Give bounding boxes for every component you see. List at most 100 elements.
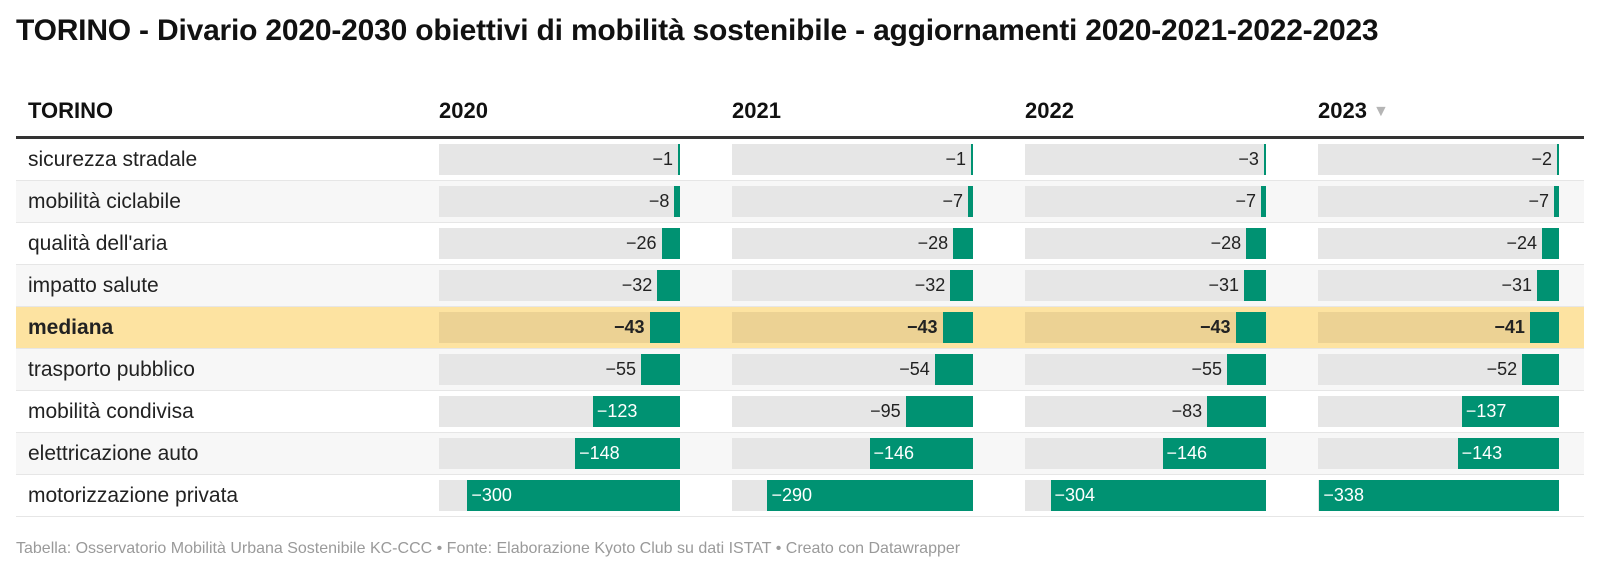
value-label: −146	[1166, 443, 1208, 463]
bar-track: −54	[732, 354, 973, 385]
bar-track: −55	[1025, 354, 1266, 385]
value-label: −146	[873, 443, 915, 463]
row-label: mobilità condivisa	[28, 400, 194, 423]
bar-2023	[1457, 438, 1559, 469]
row-label: impatto salute	[28, 274, 159, 297]
bar-track: −7	[1025, 186, 1266, 217]
value-label: −290	[771, 485, 812, 505]
bar-track: −55	[439, 354, 680, 385]
bar-track: −7	[1318, 186, 1559, 217]
value-label: −54	[899, 359, 930, 379]
bar-track: −146	[732, 438, 973, 469]
value-label: −304	[1054, 485, 1096, 505]
header-2021[interactable]: 2021	[732, 98, 781, 123]
bar-2023	[1319, 480, 1559, 511]
value-label: −55	[1191, 359, 1223, 379]
value-label: −8	[648, 191, 670, 211]
bar-2020	[674, 186, 680, 217]
value-label: −300	[471, 485, 512, 505]
bar-2022	[1246, 228, 1266, 259]
row-label: motorizzazione privata	[28, 484, 239, 507]
value-label: −2	[1531, 149, 1552, 169]
value-label: −31	[1501, 275, 1533, 295]
value-label: −137	[1465, 401, 1507, 421]
value-label: −28	[917, 233, 949, 253]
bar-2021	[869, 438, 973, 469]
bar-track: −123	[439, 396, 680, 427]
bar-2021	[934, 354, 973, 385]
bar-2022	[1263, 144, 1266, 175]
value-label: −28	[1210, 233, 1242, 253]
bar-2021	[968, 186, 973, 217]
bar-2021	[905, 396, 973, 427]
bar-track: −43	[1025, 312, 1266, 343]
value-label: −123	[596, 401, 638, 421]
footer-credits: Tabella: Osservatorio Mobilità Urbana So…	[16, 540, 961, 557]
sort-descending-icon[interactable]: ▼	[1372, 103, 1389, 120]
value-label: −7	[942, 191, 964, 211]
bar-track: −52	[1318, 354, 1559, 385]
bar-track: −43	[439, 312, 680, 343]
table-header: TORINO 2020 2021 2022 2023 ▼	[16, 88, 1584, 139]
row-label: mediana	[28, 316, 114, 339]
header-2022[interactable]: 2022	[1025, 98, 1074, 123]
bar-track: −3	[1025, 144, 1266, 175]
bar-2023	[1461, 396, 1559, 427]
value-label: −32	[914, 275, 946, 295]
value-label: −41	[1494, 317, 1525, 337]
bar-track: −1	[732, 144, 973, 175]
row-label: elettricazione auto	[28, 442, 199, 465]
table-row: sicurezza stradale −1 −1 −3 −2	[16, 139, 1584, 181]
table-body: sicurezza stradale −1 −1 −3 −2 mobilità cicla…	[16, 139, 1584, 517]
header-2023[interactable]: 2023 ▼	[1318, 98, 1389, 124]
value-label: −43	[613, 317, 645, 337]
header-2020[interactable]: 2020	[439, 98, 488, 123]
value-label: −31	[1208, 275, 1240, 295]
bar-2022	[1207, 396, 1266, 427]
header-2023-label: 2023	[1318, 98, 1367, 123]
bar-2020	[641, 354, 680, 385]
bar-2021	[942, 312, 973, 343]
header-torino[interactable]: TORINO	[28, 98, 114, 123]
bar-track: −8	[439, 186, 680, 217]
bar-2023	[1554, 186, 1559, 217]
bar-track: −95	[732, 396, 973, 427]
table-row: mobilità ciclabile −8 −7 −7 −7	[16, 181, 1584, 223]
table-row: elettricazione auto −148 −146 −146 −143	[16, 433, 1584, 475]
bar-track: −7	[732, 186, 973, 217]
bar-track: −41	[1318, 312, 1559, 343]
value-label: −338	[1323, 485, 1364, 505]
bar-track: −2	[1318, 144, 1559, 175]
table-row: mobilità condivisa −123 −95 −83 −137	[16, 391, 1584, 433]
value-label: −95	[870, 401, 901, 421]
value-label: −1	[652, 149, 673, 169]
bar-track: −26	[439, 228, 680, 259]
bar-track: −32	[732, 270, 973, 301]
table-row: motorizzazione privata −300 −290 −304 −338	[16, 475, 1584, 517]
bar-track: −146	[1025, 438, 1266, 469]
bar-track: −1	[439, 144, 680, 175]
bar-2022	[1162, 438, 1266, 469]
bar-2021	[950, 270, 973, 301]
value-label: −24	[1506, 233, 1537, 253]
value-label: −1	[945, 149, 966, 169]
value-label: −43	[906, 317, 938, 337]
bar-track: −143	[1318, 438, 1559, 469]
bar-track: −300	[439, 480, 680, 511]
bar-2021	[767, 480, 973, 511]
value-label: −52	[1486, 359, 1518, 379]
bar-2022	[1261, 186, 1266, 217]
value-label: −148	[579, 443, 620, 463]
bar-2022	[1227, 354, 1266, 385]
value-label: −7	[1235, 191, 1257, 211]
bar-2022	[1050, 480, 1266, 511]
row-label: sicurezza stradale	[28, 148, 198, 171]
bar-track: −32	[439, 270, 680, 301]
bar-2020	[661, 228, 680, 259]
bar-2020	[592, 396, 680, 427]
bar-track: −290	[732, 480, 973, 511]
bar-2022	[1244, 270, 1266, 301]
bar-2023	[1529, 312, 1559, 343]
bar-track: −31	[1025, 270, 1266, 301]
bar-track: −148	[439, 438, 680, 469]
